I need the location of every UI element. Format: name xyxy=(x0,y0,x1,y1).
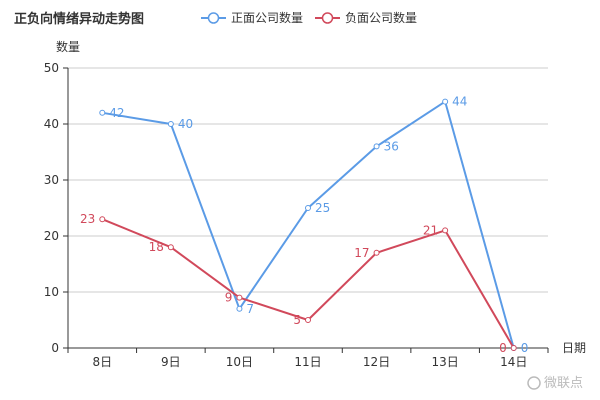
data-label: 17 xyxy=(354,246,369,260)
data-label: 5 xyxy=(293,313,301,327)
data-point[interactable] xyxy=(442,98,449,105)
data-point[interactable] xyxy=(373,143,380,150)
chart-legend[interactable]: 正面公司数量 负面公司数量 xyxy=(201,10,417,25)
legend-marker-icon xyxy=(321,12,334,24)
data-label: 7 xyxy=(246,302,254,316)
y-tick-label: 0 xyxy=(51,341,59,355)
data-label: 9 xyxy=(225,291,233,305)
watermark-logo-icon xyxy=(527,376,541,390)
x-axis-ticks: 8日 9日 10日 11日 12日 13日 14日 xyxy=(67,348,549,369)
grid-lines xyxy=(68,67,548,293)
x-tick-label: 14日 xyxy=(500,355,527,369)
x-tick-label: 13日 xyxy=(432,355,459,369)
data-point[interactable] xyxy=(99,216,106,223)
chart-title: 正负向情绪异动走势图 xyxy=(14,11,144,27)
data-point[interactable] xyxy=(236,305,243,312)
y-tick-label: 10 xyxy=(44,285,59,299)
x-tick-label: 10日 xyxy=(226,355,253,369)
y-tick-label: 30 xyxy=(44,173,59,187)
legend-item-2[interactable]: 负面公司数量 xyxy=(315,10,417,25)
data-label: 42 xyxy=(109,106,124,120)
data-point[interactable] xyxy=(305,205,311,211)
data-point[interactable] xyxy=(510,345,517,351)
y-tick-label: 50 xyxy=(44,61,59,75)
data-point[interactable] xyxy=(373,249,380,256)
data-point[interactable] xyxy=(442,227,449,234)
data-label: 18 xyxy=(149,240,164,254)
data-label: 23 xyxy=(80,212,95,226)
data-label: 0 xyxy=(521,341,529,355)
axes xyxy=(67,68,548,349)
data-point[interactable] xyxy=(305,317,311,323)
x-axis-name: 日期 xyxy=(562,341,586,355)
y-axis-name: 数量 xyxy=(56,39,80,54)
data-label: 25 xyxy=(315,201,330,215)
series-line-1 xyxy=(102,100,515,349)
data-points[interactable] xyxy=(99,98,517,351)
x-tick-label: 12日 xyxy=(363,355,390,369)
x-tick-label: 11日 xyxy=(294,355,321,369)
legend-label: 负面公司数量 xyxy=(345,10,417,25)
series-line-2 xyxy=(101,218,515,349)
data-label: 21 xyxy=(423,223,438,237)
legend-item-1[interactable]: 正面公司数量 xyxy=(201,10,303,25)
watermark-text: 微联点 xyxy=(544,376,583,391)
data-labels: 42 40 7 25 36 44 0 23 18 9 5 17 21 0 xyxy=(80,95,528,355)
data-point[interactable] xyxy=(99,109,106,116)
data-label: 44 xyxy=(452,95,467,109)
data-label: 0 xyxy=(499,341,507,355)
y-tick-label: 40 xyxy=(44,117,59,131)
x-tick-label: 8日 xyxy=(92,355,112,369)
legend-label: 正面公司数量 xyxy=(231,10,303,25)
data-label: 36 xyxy=(384,139,399,153)
x-tick-label: 9日 xyxy=(161,355,181,369)
y-axis-ticks: 0 10 20 30 40 50 xyxy=(44,61,68,355)
data-point[interactable] xyxy=(236,294,243,301)
data-point[interactable] xyxy=(167,244,174,251)
series-lines xyxy=(101,100,515,349)
legend-marker-icon xyxy=(207,12,220,24)
data-point[interactable] xyxy=(167,121,174,127)
data-label: 40 xyxy=(178,117,193,131)
y-tick-label: 20 xyxy=(44,229,59,243)
